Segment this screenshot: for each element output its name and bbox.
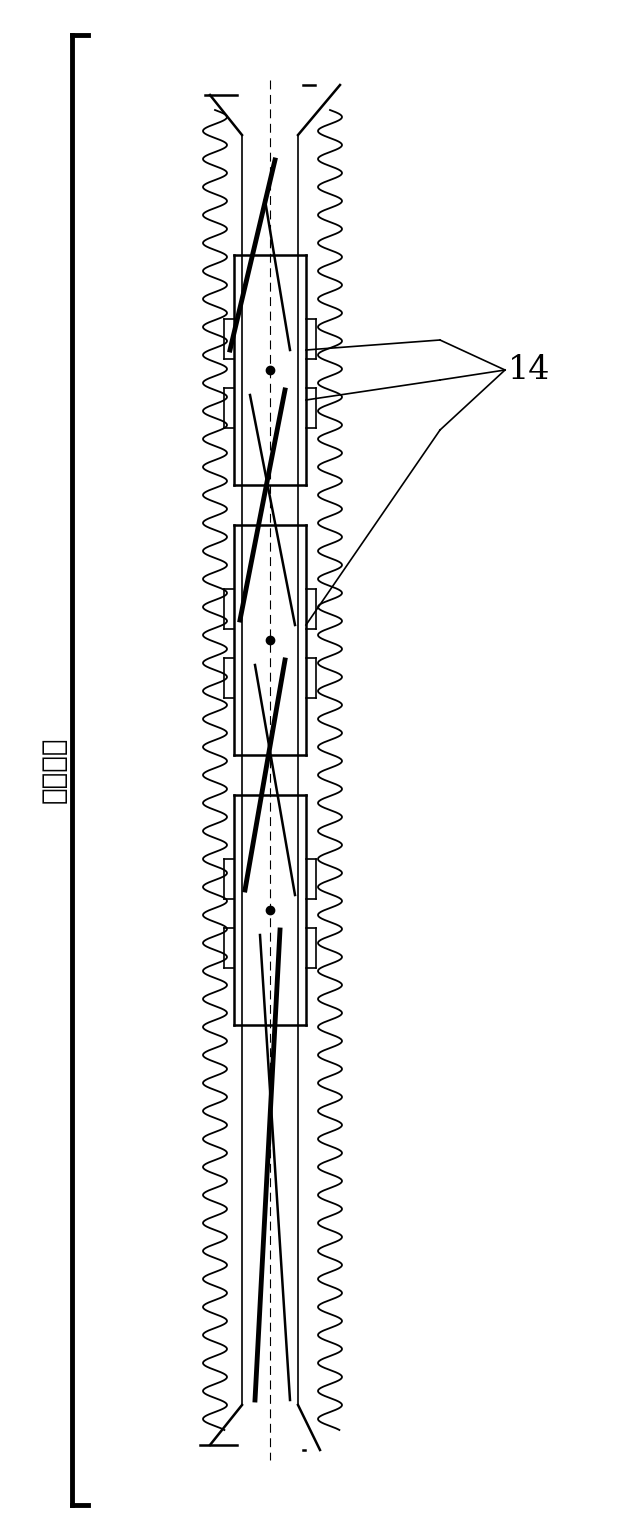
Text: 14: 14 bbox=[508, 354, 551, 386]
Text: 高风险段: 高风险段 bbox=[40, 737, 68, 803]
